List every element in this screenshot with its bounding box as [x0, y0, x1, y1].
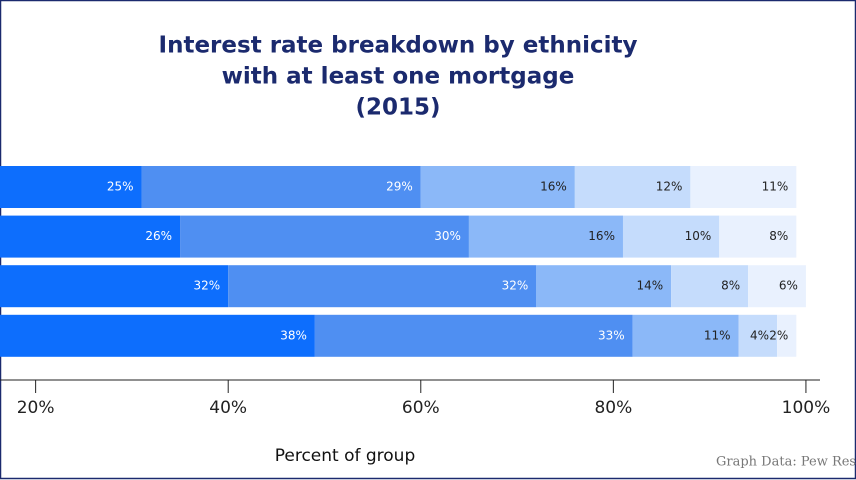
chart-title: (2015) — [355, 95, 440, 121]
x-tick-label: 20% — [17, 398, 55, 418]
bar-segment — [690, 166, 797, 208]
value-label: 32% — [194, 279, 221, 293]
value-label: 29% — [386, 180, 413, 194]
bar-segment — [0, 215, 181, 258]
value-label: 4% — [750, 328, 769, 342]
value-label: 26% — [145, 229, 172, 243]
x-tick-label: 100% — [782, 398, 831, 418]
bar-segment — [0, 265, 229, 308]
bar-segment — [180, 215, 469, 258]
bar-segment — [420, 166, 575, 208]
chart-title: Interest rate breakdown by ethnicity — [159, 33, 638, 59]
value-label: 8% — [721, 279, 740, 293]
chart-title: with at least one mortgage — [222, 64, 575, 90]
bar-segment — [536, 265, 672, 308]
value-label: 38% — [280, 328, 307, 342]
bar-segment — [141, 166, 421, 208]
value-label: 11% — [704, 328, 731, 342]
bar-segment — [632, 314, 739, 357]
bar-segment — [748, 265, 806, 308]
value-label: 6% — [779, 279, 798, 293]
value-label: 11% — [762, 180, 789, 194]
value-label: 25% — [107, 180, 134, 194]
x-axis-label: Percent of group — [275, 446, 416, 466]
bar-segment — [314, 314, 633, 357]
x-tick-label: 60% — [402, 398, 440, 418]
bar-segment — [0, 314, 315, 357]
bar-segment — [622, 215, 720, 258]
bar-segment — [777, 314, 797, 357]
value-label: 14% — [636, 279, 663, 293]
source: Graph Data: Pew Resear — [716, 455, 856, 470]
value-label: 10% — [685, 229, 712, 243]
bar-segment — [0, 166, 142, 208]
value-label: 30% — [434, 229, 461, 243]
bar-segment — [574, 166, 691, 208]
bar-segment — [228, 265, 537, 308]
bar-segment — [738, 314, 778, 357]
bar-segment — [671, 265, 749, 308]
value-label: 2% — [769, 328, 788, 342]
value-label: 12% — [656, 180, 683, 194]
bar-segment — [719, 215, 797, 258]
value-label: 33% — [598, 328, 625, 342]
bar-segment — [468, 215, 623, 258]
value-label: 16% — [540, 180, 567, 194]
value-label: 32% — [502, 279, 529, 293]
value-label: 16% — [588, 229, 615, 243]
x-tick-label: 40% — [209, 398, 247, 418]
value-label: 8% — [769, 229, 788, 243]
x-tick-label: 80% — [594, 398, 632, 418]
